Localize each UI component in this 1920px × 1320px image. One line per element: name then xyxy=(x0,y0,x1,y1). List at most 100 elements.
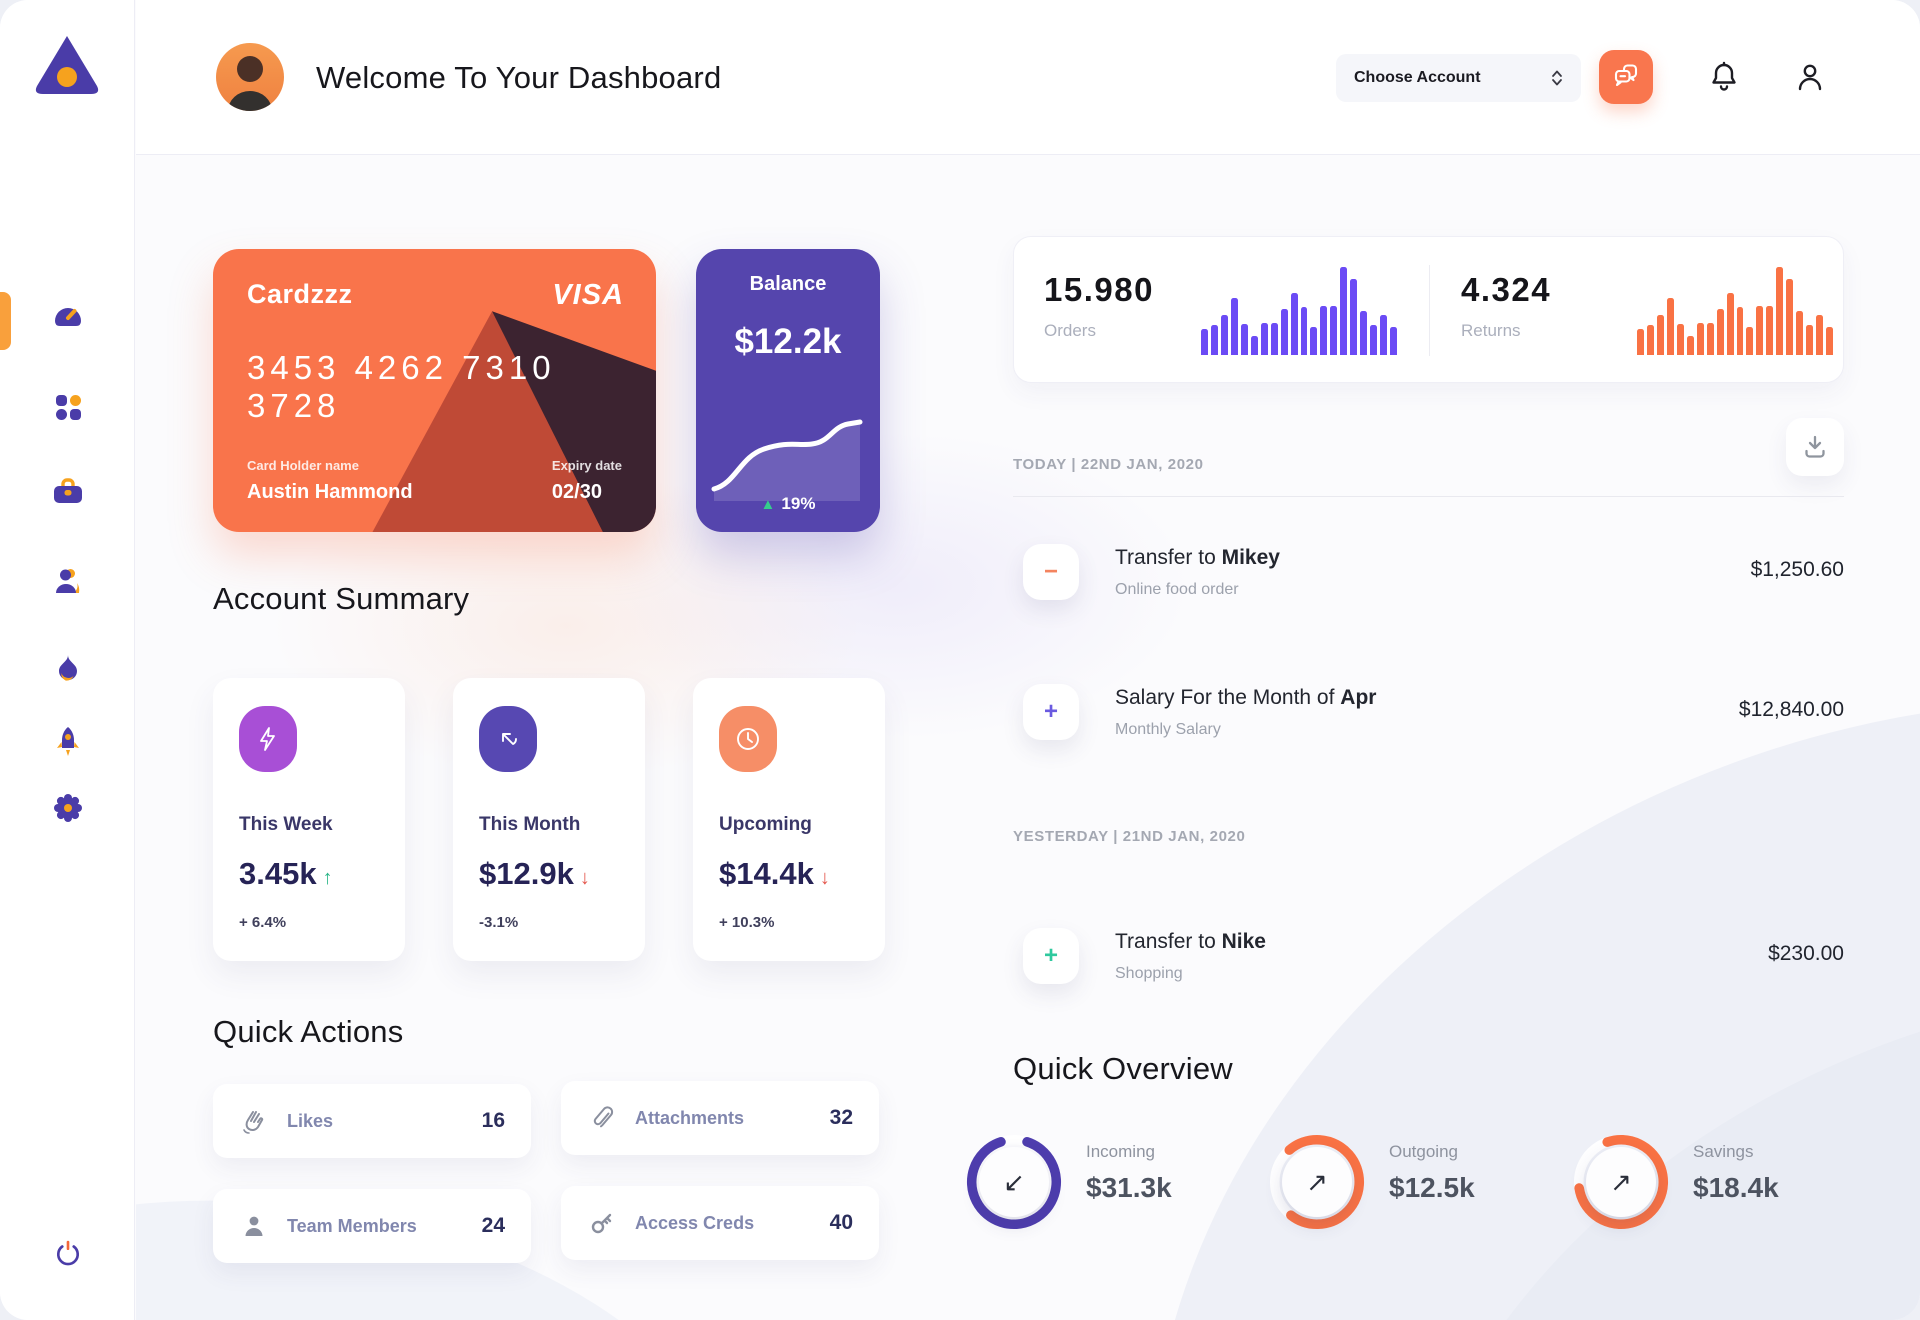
minus-icon: − xyxy=(1023,544,1079,600)
profile-button[interactable] xyxy=(1789,56,1831,98)
download-button[interactable] xyxy=(1786,418,1844,476)
summary-card-this-week[interactable]: This Week 3.45k ↑ + 6.4% xyxy=(213,678,405,961)
speedometer-icon xyxy=(54,308,81,326)
overview-label: Outgoing xyxy=(1389,1142,1458,1161)
sidebar-item-dashboard[interactable] xyxy=(0,294,135,338)
overview-value: $31.3k xyxy=(1086,1172,1172,1203)
incoming-ring: ↙ xyxy=(966,1134,1062,1230)
transaction-row[interactable]: − Transfer to Mikey Online food order $1… xyxy=(1013,544,1844,606)
quick-actions-heading: Quick Actions xyxy=(213,1014,404,1049)
summary-card-this-month[interactable]: This Month $12.9k ↓ -3.1% xyxy=(453,678,645,961)
transaction-row[interactable]: + Salary For the Month of Apr Monthly Sa… xyxy=(1013,684,1844,746)
sidebar xyxy=(0,0,135,1320)
returns-value: 4.324 xyxy=(1461,271,1552,308)
arrow-up-right-icon: ↗ xyxy=(1586,1147,1656,1217)
bell-icon xyxy=(1712,61,1736,91)
quick-action-value: 16 xyxy=(481,1109,505,1132)
transaction-amount: $12,840.00 xyxy=(1738,698,1844,721)
balance-value: $12.2k xyxy=(734,322,842,361)
select-chevrons-icon xyxy=(1552,70,1562,86)
download-icon xyxy=(1805,435,1825,458)
quick-action-label: Access Creds xyxy=(635,1212,755,1233)
transaction-amount: $1,250.60 xyxy=(1750,558,1844,581)
sidebar-item-work[interactable] xyxy=(0,470,135,514)
account-selector[interactable]: Choose Account xyxy=(1336,54,1581,102)
orders-label: Orders xyxy=(1044,321,1096,340)
transaction-subtitle: Shopping xyxy=(1115,965,1183,982)
sidebar-item-activity[interactable] xyxy=(0,647,135,691)
sidebar-item-settings[interactable] xyxy=(0,786,135,830)
plus-icon: + xyxy=(1023,684,1079,740)
summary-label: Upcoming xyxy=(719,814,812,835)
overview-value: $18.4k xyxy=(1693,1172,1779,1203)
summary-delta: + 10.3% xyxy=(719,914,775,931)
quick-overview-heading: Quick Overview xyxy=(1013,1051,1233,1086)
power-icon xyxy=(56,1240,79,1266)
quick-action-likes[interactable]: Likes 16 xyxy=(213,1084,531,1158)
card-expiry-label: Expiry date xyxy=(551,458,622,473)
overview-outgoing: ↗ Outgoing $12.5k xyxy=(1269,1124,1569,1254)
key-icon xyxy=(587,1208,617,1238)
transaction-amount: $230.00 xyxy=(1768,942,1844,965)
transaction-title: Transfer to Mikey xyxy=(1115,546,1280,569)
sidebar-item-launch[interactable] xyxy=(0,720,135,764)
quick-action-team-members[interactable]: Team Members 24 xyxy=(213,1189,531,1263)
up-arrow-icon: ▲ xyxy=(760,496,776,513)
orders-bar-chart xyxy=(1201,267,1398,355)
orders-value: 15.980 xyxy=(1044,271,1154,308)
quick-action-value: 24 xyxy=(481,1214,505,1237)
gear-icon xyxy=(53,794,82,822)
account-summary-heading: Account Summary xyxy=(213,581,470,616)
summary-card-upcoming[interactable]: Upcoming $14.4k ↓ + 10.3% xyxy=(693,678,885,961)
balance-card[interactable]: Balance $12.2k ▲ 19% xyxy=(696,249,880,532)
main-content: Cardzzz VISA 3453 4262 7310 3728 Card Ho… xyxy=(136,156,1920,1320)
quick-action-access-creds[interactable]: Access Creds 40 xyxy=(561,1186,879,1260)
overview-savings: ↗ Savings $18.4k xyxy=(1573,1124,1873,1254)
sidebar-item-team[interactable] xyxy=(0,560,135,604)
transaction-subtitle: Online food order xyxy=(1115,581,1239,598)
clock-icon xyxy=(719,706,777,772)
page-title: Welcome To Your Dashboard xyxy=(316,60,722,95)
quick-action-value: 32 xyxy=(829,1106,853,1129)
summary-delta: -3.1% xyxy=(479,914,519,931)
quick-action-value: 40 xyxy=(829,1211,853,1234)
visa-logo: VISA xyxy=(552,279,624,311)
returns-label: Returns xyxy=(1461,321,1521,340)
transaction-row[interactable]: + Transfer to Nike Shopping $230.00 xyxy=(1013,928,1844,990)
summary-value: $12.9k ↓ xyxy=(479,856,590,891)
summary-label: This Week xyxy=(239,814,333,835)
quick-action-attachments[interactable]: Attachments 32 xyxy=(561,1081,879,1155)
logout-button[interactable] xyxy=(0,1232,135,1276)
arrow-down-left-icon: ↙ xyxy=(979,1147,1049,1217)
member-icon xyxy=(239,1211,269,1241)
sidebar-item-apps[interactable] xyxy=(0,385,135,429)
notifications-button[interactable] xyxy=(1703,56,1745,98)
messages-button[interactable] xyxy=(1599,50,1653,104)
summary-value: 3.45k ↑ xyxy=(239,856,333,891)
lightning-icon xyxy=(239,706,297,772)
summary-value: $14.4k ↓ xyxy=(719,856,830,891)
quick-action-label: Attachments xyxy=(635,1107,745,1128)
briefcase-icon xyxy=(53,478,82,503)
app-logo[interactable] xyxy=(28,30,106,100)
overview-incoming: ↙ Incoming $31.3k xyxy=(966,1124,1266,1254)
clap-icon xyxy=(239,1106,269,1136)
card-holder-label: Card Holder name xyxy=(247,458,359,473)
balance-change: ▲ 19% xyxy=(760,494,816,513)
returns-bar-chart xyxy=(1637,267,1834,355)
topbar: Welcome To Your Dashboard Choose Account xyxy=(136,0,1920,155)
quick-action-label: Likes xyxy=(287,1110,334,1131)
overview-value: $12.5k xyxy=(1389,1172,1475,1203)
plus-icon: + xyxy=(1023,928,1079,984)
outgoing-ring: ↗ xyxy=(1269,1134,1365,1230)
apps-grid-icon xyxy=(55,395,81,420)
credit-card[interactable]: Cardzzz VISA 3453 4262 7310 3728 Card Ho… xyxy=(213,249,656,532)
arrow-up-left-icon xyxy=(479,706,537,772)
flame-icon xyxy=(58,655,77,681)
transaction-title: Transfer to Nike xyxy=(1115,930,1266,953)
arrow-up-right-icon: ↗ xyxy=(1282,1147,1352,1217)
user-avatar[interactable] xyxy=(216,43,284,111)
balance-label: Balance xyxy=(749,273,827,295)
card-expiry: 02/30 xyxy=(551,481,602,503)
